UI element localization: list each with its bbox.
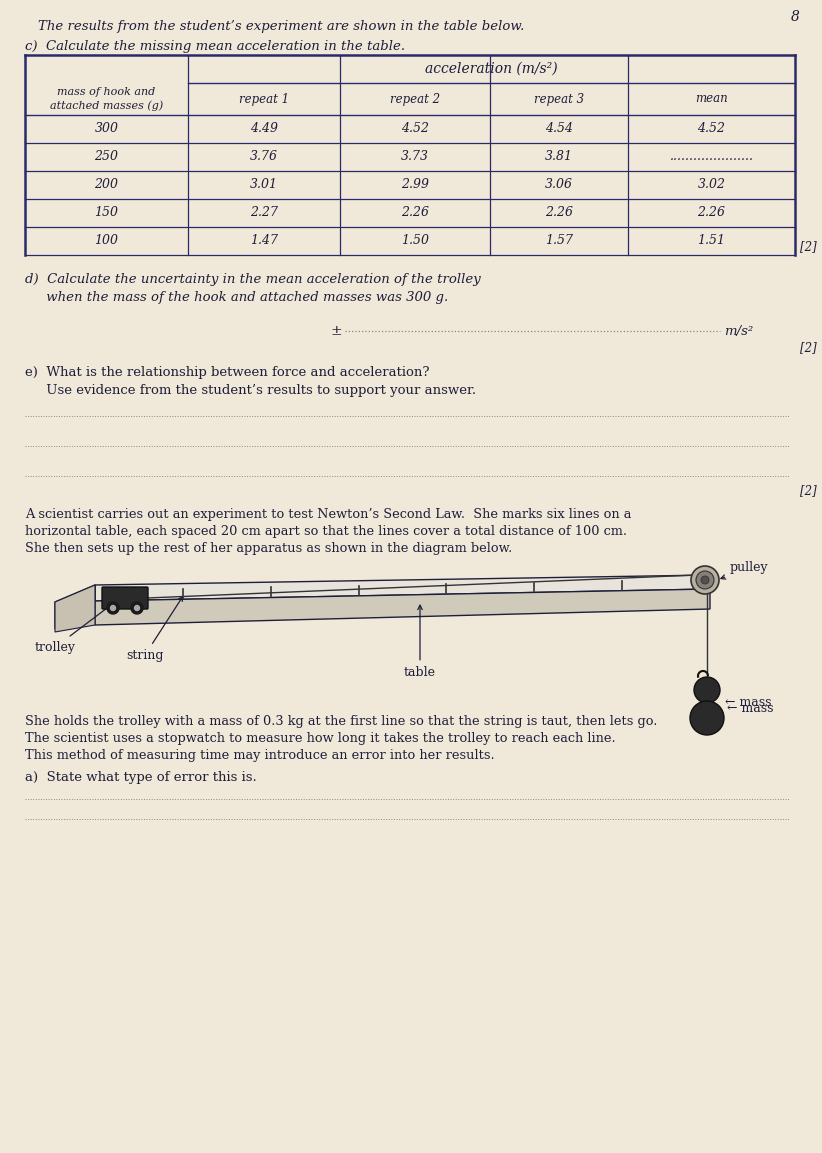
Circle shape [131, 602, 143, 615]
Text: string: string [127, 596, 182, 662]
Polygon shape [55, 585, 95, 632]
Text: 3.81: 3.81 [545, 151, 573, 164]
Text: ← mass: ← mass [727, 701, 774, 715]
Text: She holds the trolley with a mass of 0.3 kg at the first line so that the string: She holds the trolley with a mass of 0.3… [25, 715, 658, 728]
Text: ±: ± [330, 324, 342, 338]
Text: trolley: trolley [35, 604, 112, 654]
Text: 200: 200 [95, 179, 118, 191]
Text: table: table [404, 605, 436, 678]
Text: d)  Calculate the uncertainty in the mean acceleration of the trolley: d) Calculate the uncertainty in the mean… [25, 273, 481, 286]
Text: The scientist uses a stopwatch to measure how long it takes the trolley to reach: The scientist uses a stopwatch to measur… [25, 732, 616, 745]
Text: [2]: [2] [800, 341, 817, 354]
Text: 3.01: 3.01 [250, 179, 278, 191]
Text: 3.02: 3.02 [698, 179, 726, 191]
Text: [2]: [2] [800, 484, 817, 497]
Circle shape [691, 566, 719, 594]
Text: 3.76: 3.76 [250, 151, 278, 164]
Text: 3.73: 3.73 [401, 151, 429, 164]
Text: A scientist carries out an experiment to test Newton’s Second Law.  She marks si: A scientist carries out an experiment to… [25, 508, 631, 521]
Text: 100: 100 [95, 234, 118, 248]
Circle shape [110, 605, 116, 610]
Text: 2.26: 2.26 [545, 206, 573, 219]
Text: 4.54: 4.54 [545, 122, 573, 136]
Circle shape [694, 677, 720, 703]
Text: 2.27: 2.27 [250, 206, 278, 219]
Text: acceleration (m/s²): acceleration (m/s²) [425, 62, 558, 76]
Text: 1.50: 1.50 [401, 234, 429, 248]
FancyBboxPatch shape [102, 587, 148, 609]
Text: 4.52: 4.52 [698, 122, 726, 136]
Polygon shape [55, 585, 95, 630]
Text: repeat 2: repeat 2 [390, 92, 440, 106]
Text: 250: 250 [95, 151, 118, 164]
Circle shape [696, 571, 714, 589]
Circle shape [690, 701, 724, 734]
Polygon shape [95, 575, 710, 601]
Circle shape [701, 576, 709, 585]
Text: horizontal table, each spaced 20 cm apart so that the lines cover a total distan: horizontal table, each spaced 20 cm apar… [25, 525, 627, 538]
Text: This method of measuring time may introduce an error into her results.: This method of measuring time may introd… [25, 749, 495, 762]
Text: Use evidence from the student’s results to support your answer.: Use evidence from the student’s results … [25, 384, 476, 397]
Text: repeat 1: repeat 1 [239, 92, 289, 106]
Text: attached masses (g): attached masses (g) [50, 100, 163, 112]
Text: 2.26: 2.26 [698, 206, 726, 219]
Circle shape [107, 602, 119, 615]
Text: a)  State what type of error this is.: a) State what type of error this is. [25, 771, 256, 784]
Text: 4.49: 4.49 [250, 122, 278, 136]
Text: mean: mean [695, 92, 727, 106]
Text: 2.26: 2.26 [401, 206, 429, 219]
Text: 150: 150 [95, 206, 118, 219]
Text: The results from the student’s experiment are shown in the table below.: The results from the student’s experimen… [38, 20, 524, 33]
Text: 1.47: 1.47 [250, 234, 278, 248]
Text: e)  What is the relationship between force and acceleration?: e) What is the relationship between forc… [25, 366, 430, 379]
Text: m/s²: m/s² [724, 324, 753, 338]
Text: mass of hook and: mass of hook and [58, 86, 155, 97]
Text: She then sets up the rest of her apparatus as shown in the diagram below.: She then sets up the rest of her apparat… [25, 542, 512, 555]
Text: 3.06: 3.06 [545, 179, 573, 191]
Text: ← mass: ← mass [725, 696, 772, 709]
Text: .....................: ..................... [669, 151, 754, 164]
Text: 300: 300 [95, 122, 118, 136]
Text: 4.52: 4.52 [401, 122, 429, 136]
Text: 1.57: 1.57 [545, 234, 573, 248]
Circle shape [135, 605, 140, 610]
Text: when the mass of the hook and attached masses was 300 g.: when the mass of the hook and attached m… [25, 291, 448, 304]
Text: c)  Calculate the missing mean acceleration in the table.: c) Calculate the missing mean accelerati… [25, 40, 405, 53]
Text: 2.99: 2.99 [401, 179, 429, 191]
Polygon shape [95, 589, 710, 625]
Text: pulley: pulley [721, 562, 769, 579]
Text: 8: 8 [791, 10, 800, 24]
Text: 1.51: 1.51 [698, 234, 726, 248]
Text: [2]: [2] [800, 240, 817, 253]
Text: repeat 3: repeat 3 [534, 92, 584, 106]
